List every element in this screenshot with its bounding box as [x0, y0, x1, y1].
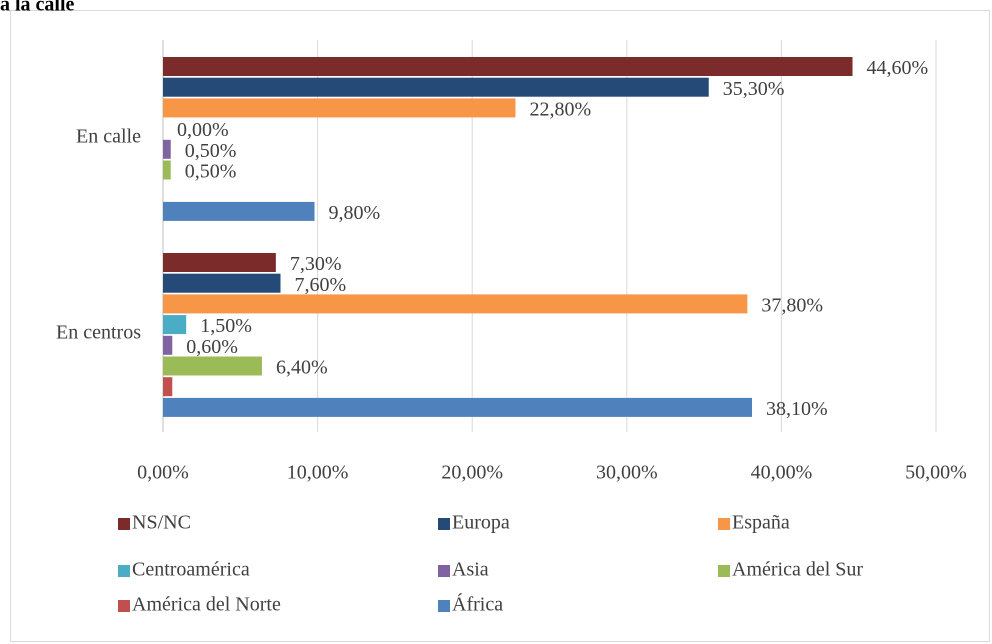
data-label: 7,60% [294, 274, 346, 296]
data-label: 22,80% [529, 98, 591, 120]
bar [163, 139, 171, 159]
bar [163, 377, 173, 397]
bar [163, 160, 171, 180]
legend-swatch [118, 600, 130, 612]
legend-swatch [438, 565, 450, 577]
x-tick-label: 0,00% [137, 462, 189, 484]
bar [163, 253, 276, 272]
legend-swatch [118, 518, 130, 530]
data-label: 35,30% [723, 78, 785, 100]
legend-label: América del Norte [132, 594, 281, 616]
legend-swatch [118, 565, 130, 577]
bar [163, 201, 315, 221]
y-tick-label: En calle [76, 126, 141, 148]
bar [163, 273, 281, 293]
legend-label: NS/NC [132, 512, 191, 534]
x-tick-label: 50,00% [905, 462, 967, 484]
legend-label: Asia [452, 559, 489, 581]
bar [163, 315, 187, 335]
legend-swatch [438, 600, 450, 612]
data-label: 38,10% [766, 398, 828, 420]
y-tick-label: En centros [56, 322, 141, 344]
data-label: 0,60% [186, 336, 238, 358]
chart-title: a la calle [0, 0, 75, 16]
legend-label: África [452, 593, 503, 616]
data-label: 7,30% [290, 253, 342, 275]
legend-swatch [718, 518, 730, 530]
legend-label: Europa [452, 512, 510, 534]
x-tick-label: 10,00% [287, 462, 349, 484]
data-label: 1,50% [200, 315, 252, 337]
bar [163, 397, 753, 417]
legend-label: España [732, 512, 790, 534]
bar [163, 77, 709, 97]
x-tick-label: 40,00% [751, 462, 813, 484]
data-label: 9,80% [329, 202, 381, 224]
data-label: 37,80% [761, 294, 823, 316]
data-label: 6,40% [276, 357, 328, 379]
bar [163, 98, 516, 118]
data-label: 0,50% [185, 140, 237, 162]
legend-swatch [438, 518, 450, 530]
bar [163, 294, 748, 314]
data-label: 44,60% [867, 57, 929, 79]
bar [163, 335, 173, 355]
legend-swatch [718, 565, 730, 577]
x-tick-label: 20,00% [441, 462, 503, 484]
bar [163, 57, 853, 76]
data-label: 0,00% [177, 119, 229, 141]
bar [163, 356, 262, 376]
data-label: 0,50% [185, 161, 237, 183]
legend-label: América del Sur [732, 559, 863, 581]
x-tick-label: 30,00% [596, 462, 658, 484]
legend-label: Centroamérica [132, 559, 250, 581]
